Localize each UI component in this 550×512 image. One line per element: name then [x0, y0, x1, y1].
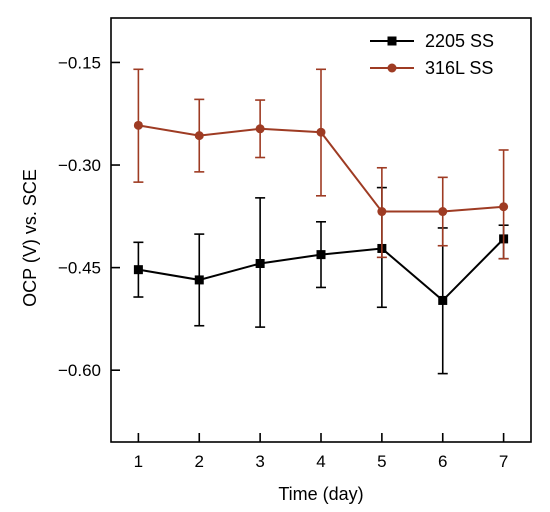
data-point-circle — [133, 120, 143, 130]
x-tick-label: 2 — [195, 452, 204, 471]
y-tick-label: −0.15 — [58, 53, 101, 72]
y-tick-label: −0.45 — [58, 259, 101, 278]
x-tick-label: 7 — [499, 452, 508, 471]
y-tick-label: −0.60 — [58, 361, 101, 380]
x-tick-label: 1 — [134, 452, 143, 471]
data-point-square — [316, 250, 326, 260]
legend-label: 2205 SS — [425, 31, 494, 51]
x-tick-label: 5 — [377, 452, 386, 471]
data-point-circle — [377, 207, 387, 217]
data-point-circle — [316, 127, 326, 137]
data-point-circle — [255, 124, 265, 134]
x-axis-title: Time (day) — [278, 484, 363, 504]
y-tick-label: −0.30 — [58, 156, 101, 175]
legend-marker-circle — [387, 63, 397, 73]
data-point-square — [255, 259, 265, 269]
data-point-circle — [194, 131, 204, 141]
data-point-square — [438, 295, 448, 305]
data-point-square — [194, 275, 204, 285]
y-axis-title: OCP (V) vs. SCE — [20, 169, 40, 307]
legend: 2205 SS 316L SS — [370, 31, 494, 78]
data-point-square — [133, 265, 143, 275]
series-1 — [133, 186, 509, 375]
x-tick-label: 4 — [316, 452, 325, 471]
x-tick-label: 3 — [255, 452, 264, 471]
x-axis: 1 2 3 4 5 6 7 — [134, 433, 508, 471]
legend-label: 316L SS — [425, 58, 493, 78]
data-point-circle — [499, 202, 509, 212]
x-tick-label: 6 — [438, 452, 447, 471]
y-axis: −0.15 −0.30 −0.45 −0.60 — [58, 53, 120, 380]
series-2 — [133, 68, 509, 260]
data-point-circle — [438, 207, 448, 217]
legend-marker-square — [387, 36, 397, 46]
series-layer — [133, 68, 509, 375]
